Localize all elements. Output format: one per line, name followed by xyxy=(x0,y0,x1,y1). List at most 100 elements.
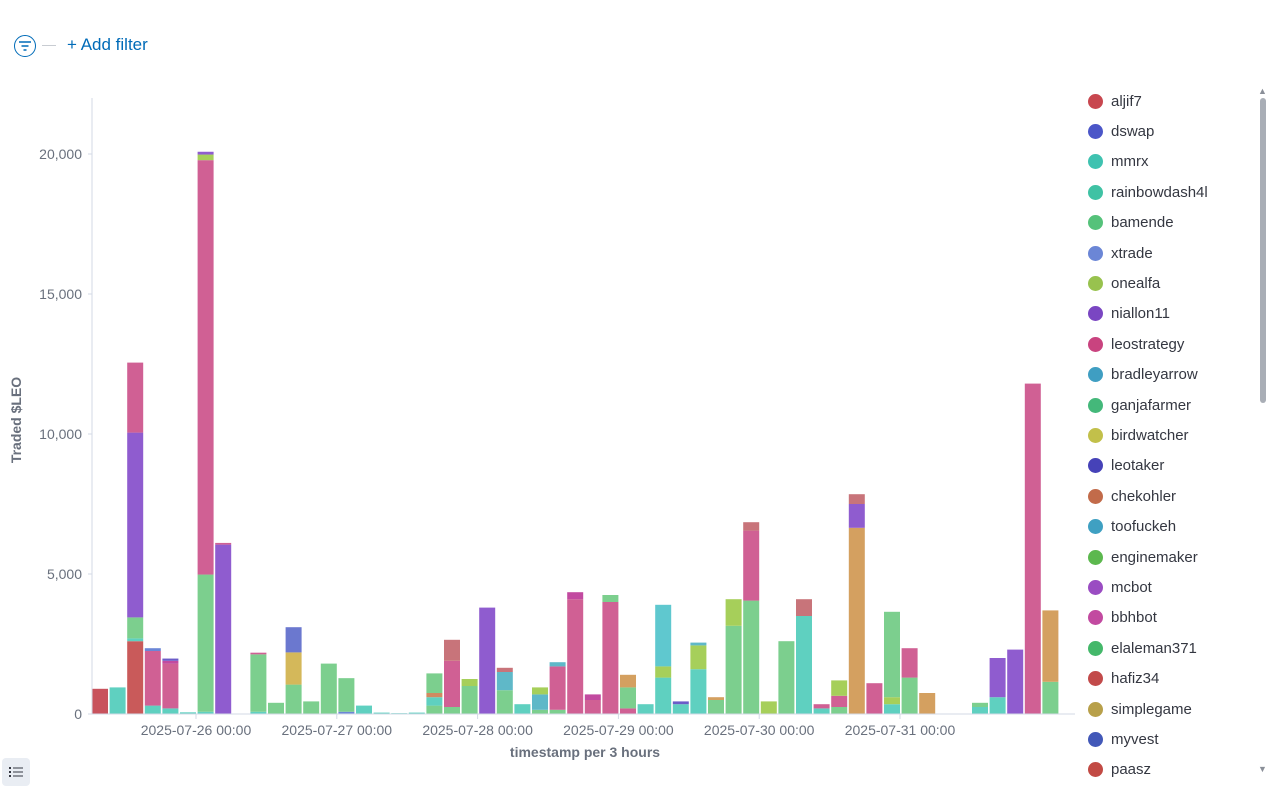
bar-segment[interactable] xyxy=(989,658,1006,698)
legend-item[interactable]: onealfa xyxy=(1088,271,1160,295)
bar-segment[interactable] xyxy=(461,686,478,714)
bar-segment[interactable] xyxy=(426,693,443,698)
legend-item[interactable]: birdwatcher xyxy=(1088,423,1189,447)
bar-segment[interactable] xyxy=(549,709,566,714)
bar-segment[interactable] xyxy=(813,704,830,709)
bar-segment[interactable] xyxy=(197,154,214,161)
legend-scrollbar[interactable] xyxy=(1260,98,1266,403)
bar-segment[interactable] xyxy=(884,697,900,705)
bar-segment[interactable] xyxy=(655,677,672,714)
bar-segment[interactable] xyxy=(672,704,689,714)
legend-item[interactable]: niallon11 xyxy=(1088,302,1170,326)
bar-segment[interactable] xyxy=(584,700,601,714)
bar-segment[interactable] xyxy=(461,679,478,686)
bar-segment[interactable] xyxy=(496,667,513,672)
bar-segment[interactable] xyxy=(690,642,707,646)
bar-segment[interactable] xyxy=(549,666,566,710)
bar-segment[interactable] xyxy=(655,666,672,678)
bar-segment[interactable] xyxy=(567,592,584,600)
legend-item[interactable]: dswap xyxy=(1088,119,1154,143)
bar-segment[interactable] xyxy=(197,711,214,714)
bar-segment[interactable] xyxy=(602,595,619,602)
bar-segment[interactable] xyxy=(197,574,214,712)
legend-item[interactable]: xtrade xyxy=(1088,241,1153,265)
bar-segment[interactable] xyxy=(972,702,988,707)
bar-segment[interactable] xyxy=(197,151,214,155)
bar-segment[interactable] xyxy=(285,652,302,685)
bar-segment[interactable] xyxy=(144,651,161,706)
bar-segment[interactable] xyxy=(725,599,742,626)
bar-segment[interactable] xyxy=(831,680,848,696)
bar-segment[interactable] xyxy=(127,362,144,433)
bar-segment[interactable] xyxy=(162,660,179,664)
bar-segment[interactable] xyxy=(778,641,795,714)
bar-segment[interactable] xyxy=(444,707,460,714)
legend-item[interactable]: elaleman371 xyxy=(1088,636,1197,660)
legend-item[interactable]: mcbot xyxy=(1088,575,1152,599)
bar-segment[interactable] xyxy=(725,625,742,714)
legend-item[interactable]: simplegame xyxy=(1088,697,1192,721)
bar-segment[interactable] xyxy=(901,677,918,714)
bar-segment[interactable] xyxy=(162,708,179,714)
bar-segment[interactable] xyxy=(408,712,425,714)
bar-segment[interactable] xyxy=(496,690,513,714)
legend-item[interactable]: mmrx xyxy=(1088,150,1149,174)
bar-segment[interactable] xyxy=(1042,610,1059,682)
bar-segment[interactable] xyxy=(127,638,144,642)
scroll-down-icon[interactable]: ▼ xyxy=(1258,764,1267,774)
bar-segment[interactable] xyxy=(620,687,636,709)
bar-segment[interactable] xyxy=(848,494,865,504)
bar-segment[interactable] xyxy=(320,663,337,714)
bar-segment[interactable] xyxy=(813,708,830,714)
legend-item[interactable]: aljif7 xyxy=(1088,89,1142,113)
bar-segment[interactable] xyxy=(884,704,900,714)
bar-segment[interactable] xyxy=(760,701,777,714)
bar-segment[interactable] xyxy=(901,648,918,678)
legend-item[interactable]: toofuckeh xyxy=(1088,515,1176,539)
bar-segment[interactable] xyxy=(180,712,196,714)
bar-segment[interactable] xyxy=(92,688,108,714)
bar-segment[interactable] xyxy=(708,700,724,714)
legend-item[interactable]: chekohler xyxy=(1088,484,1176,508)
bar-segment[interactable] xyxy=(444,660,460,707)
bar-segment[interactable] xyxy=(796,599,812,616)
bar-segment[interactable] xyxy=(109,687,126,714)
bar-segment[interactable] xyxy=(831,695,848,707)
bar-segment[interactable] xyxy=(162,658,179,661)
bar-segment[interactable] xyxy=(567,599,584,714)
bar-segment[interactable] xyxy=(532,694,548,710)
bar-segment[interactable] xyxy=(743,600,760,714)
bar-segment[interactable] xyxy=(144,648,161,651)
bar-segment[interactable] xyxy=(972,707,988,714)
bar-segment[interactable] xyxy=(144,705,161,714)
bar-segment[interactable] xyxy=(426,705,443,714)
bar-segment[interactable] xyxy=(602,602,619,714)
scroll-up-icon[interactable]: ▲ xyxy=(1258,86,1267,96)
bar-segment[interactable] xyxy=(162,663,179,709)
bar-segment[interactable] xyxy=(250,711,267,714)
bar-segment[interactable] xyxy=(743,522,760,531)
bar-segment[interactable] xyxy=(356,705,372,714)
bar-segment[interactable] xyxy=(303,701,320,714)
legend-item[interactable]: bbhbot xyxy=(1088,606,1157,630)
bar-segment[interactable] xyxy=(866,683,883,714)
bar-segment[interactable] xyxy=(338,678,355,712)
bar-segment[interactable] xyxy=(708,697,724,700)
bar-segment[interactable] xyxy=(426,673,443,693)
bar-segment[interactable] xyxy=(479,607,496,714)
legend-item[interactable]: enginemaker xyxy=(1088,545,1198,569)
legend-item[interactable]: bradleyarrow xyxy=(1088,363,1198,387)
legend-toggle-button[interactable] xyxy=(2,758,30,786)
bar-segment[interactable] xyxy=(848,504,865,528)
bar-segment[interactable] xyxy=(620,674,636,688)
bar-segment[interactable] xyxy=(989,697,1006,714)
bar-segment[interactable] xyxy=(215,544,232,714)
bar-segment[interactable] xyxy=(426,697,443,706)
bar-segment[interactable] xyxy=(637,704,654,714)
bar-segment[interactable] xyxy=(672,701,689,705)
bar-segment[interactable] xyxy=(655,604,672,667)
bar-segment[interactable] xyxy=(338,711,355,714)
bar-segment[interactable] xyxy=(1042,681,1059,714)
legend-item[interactable]: hafiz34 xyxy=(1088,667,1159,691)
legend-item[interactable]: leostrategy xyxy=(1088,332,1184,356)
